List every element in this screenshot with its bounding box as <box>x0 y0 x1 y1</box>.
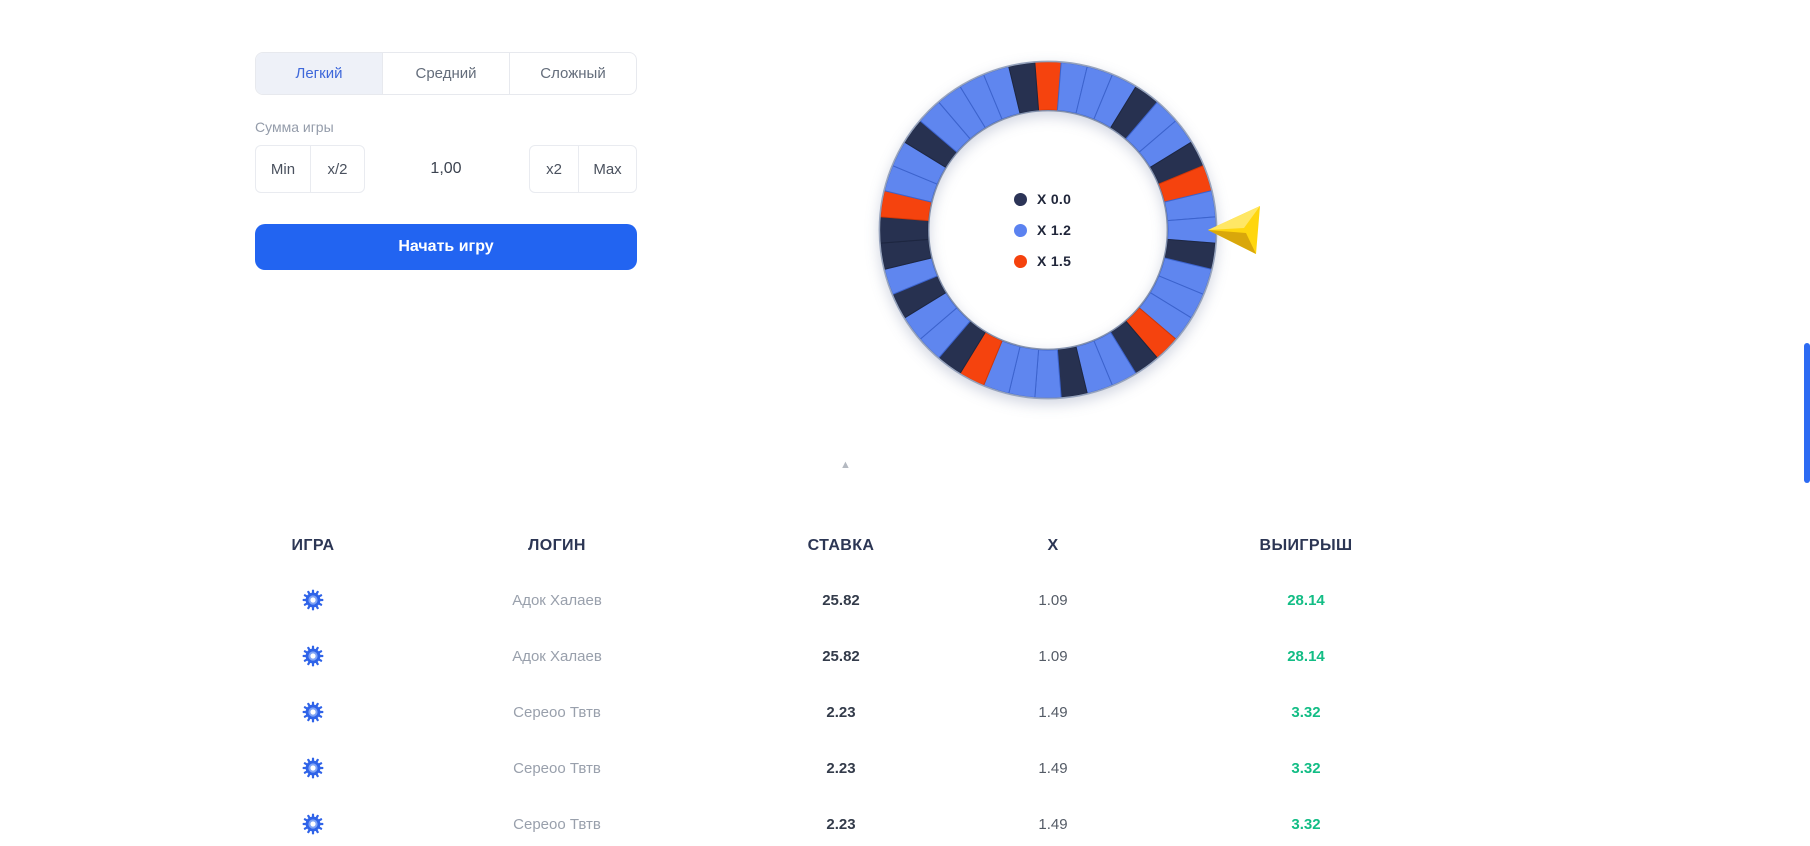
fortune-wheel: X 0.0 X 1.2 X 1.5 <box>876 58 1220 402</box>
multiplier-cell: 1.49 <box>1038 703 1068 721</box>
amount-label: Сумма игры <box>255 119 334 135</box>
column-header-multiplier: X <box>1047 537 1059 554</box>
legend-dot-navy-icon <box>1014 192 1027 206</box>
column-header-win: ВЫИГРЫШ <box>1259 537 1353 554</box>
amount-input[interactable]: 1,00 <box>430 160 462 177</box>
legend-item-x0: X 0.0 <box>1014 191 1071 207</box>
wheel-pointer-icon <box>1208 206 1260 254</box>
min-button[interactable]: Min <box>270 160 296 178</box>
login-cell: Сереоо Твтв <box>513 815 601 833</box>
multiplier-cell: 1.09 <box>1038 591 1068 609</box>
column-header-login: ЛОГИН <box>528 537 586 554</box>
difficulty-tabs: Легкий Средний Сложный <box>255 52 637 95</box>
wheel-ring <box>878 60 1218 400</box>
legend-label: X 1.2 <box>1037 222 1072 238</box>
tab-medium[interactable]: Средний <box>383 53 510 94</box>
game-cell <box>255 589 371 611</box>
tab-hard[interactable]: Сложный <box>540 65 606 82</box>
table-body: Адок Халаев 25.82 1.09 28.14 Адок Халаев 25.… <box>255 572 1445 846</box>
game-wheel-icon <box>302 757 324 779</box>
table-row: Сереоо Твтв 2.23 1.49 3.32 <box>255 740 1445 796</box>
login-cell: Сереоо Твтв <box>513 703 601 721</box>
legend-dot-orange-icon <box>1014 254 1027 268</box>
win-cell: 3.32 <box>1291 759 1321 777</box>
double-button[interactable]: x2 <box>546 160 562 178</box>
game-cell <box>255 701 371 723</box>
game-cell <box>255 813 371 835</box>
win-cell: 28.14 <box>1287 647 1325 665</box>
multiplier-cell: 1.09 <box>1038 647 1068 665</box>
legend-item-x15: X 1.5 <box>1014 253 1071 269</box>
multiplier-cell: 1.49 <box>1038 759 1068 777</box>
legend-item-x12: X 1.2 <box>1014 222 1071 238</box>
max-button[interactable]: Max <box>578 146 636 192</box>
bet-cell: 25.82 <box>822 591 860 609</box>
bet-cell: 2.23 <box>826 815 856 833</box>
game-wheel-icon <box>302 701 324 723</box>
wheel-legend: X 0.0 X 1.2 X 1.5 <box>876 58 1220 402</box>
half-button[interactable]: x/2 <box>310 146 364 192</box>
login-cell: Адок Халаев <box>512 591 602 609</box>
table-row: Адок Халаев 25.82 1.09 28.14 <box>255 572 1445 628</box>
decrease-group: Min x/2 <box>255 145 365 193</box>
legend-label: X 0.0 <box>1037 191 1072 207</box>
bet-cell: 2.23 <box>826 703 856 721</box>
history-table: ИГРА ЛОГИН СТАВКА X ВЫИГРЫШ Адок Халаев 2… <box>255 533 1445 846</box>
column-header-game: ИГРА <box>291 537 335 554</box>
start-game-button[interactable]: Начать игру <box>255 224 637 270</box>
game-wheel-icon <box>302 589 324 611</box>
table-row: Сереоо Твтв 2.23 1.49 3.32 <box>255 684 1445 740</box>
game-wheel-icon <box>302 645 324 667</box>
table-row: Адок Халаев 25.82 1.09 28.14 <box>255 628 1445 684</box>
bet-cell: 2.23 <box>826 759 856 777</box>
table-row: Сереоо Твтв 2.23 1.49 3.32 <box>255 796 1445 846</box>
game-cell <box>255 645 371 667</box>
scrollbar-thumb[interactable] <box>1804 343 1810 483</box>
tab-easy[interactable]: Легкий <box>256 53 383 94</box>
legend-label: X 1.5 <box>1037 253 1072 269</box>
table-header: ИГРА ЛОГИН СТАВКА X ВЫИГРЫШ <box>255 533 1445 559</box>
login-cell: Адок Халаев <box>512 647 602 665</box>
game-wheel-icon <box>302 813 324 835</box>
login-cell: Сереоо Твтв <box>513 759 601 777</box>
amount-controls: Min x/2 1,00 x2 Max <box>255 145 637 193</box>
game-cell <box>255 757 371 779</box>
win-cell: 3.32 <box>1291 815 1321 833</box>
win-cell: 28.14 <box>1287 591 1325 609</box>
scroll-up-icon[interactable]: ▲ <box>840 459 851 471</box>
legend-dot-blue-icon <box>1014 223 1027 237</box>
win-cell: 3.32 <box>1291 703 1321 721</box>
column-header-bet: СТАВКА <box>807 537 875 554</box>
multiplier-cell: 1.49 <box>1038 815 1068 833</box>
bet-cell: 25.82 <box>822 647 860 665</box>
increase-group: x2 Max <box>529 145 637 193</box>
bet-panel: Легкий Средний Сложный Сумма игры Min x/… <box>255 52 637 270</box>
